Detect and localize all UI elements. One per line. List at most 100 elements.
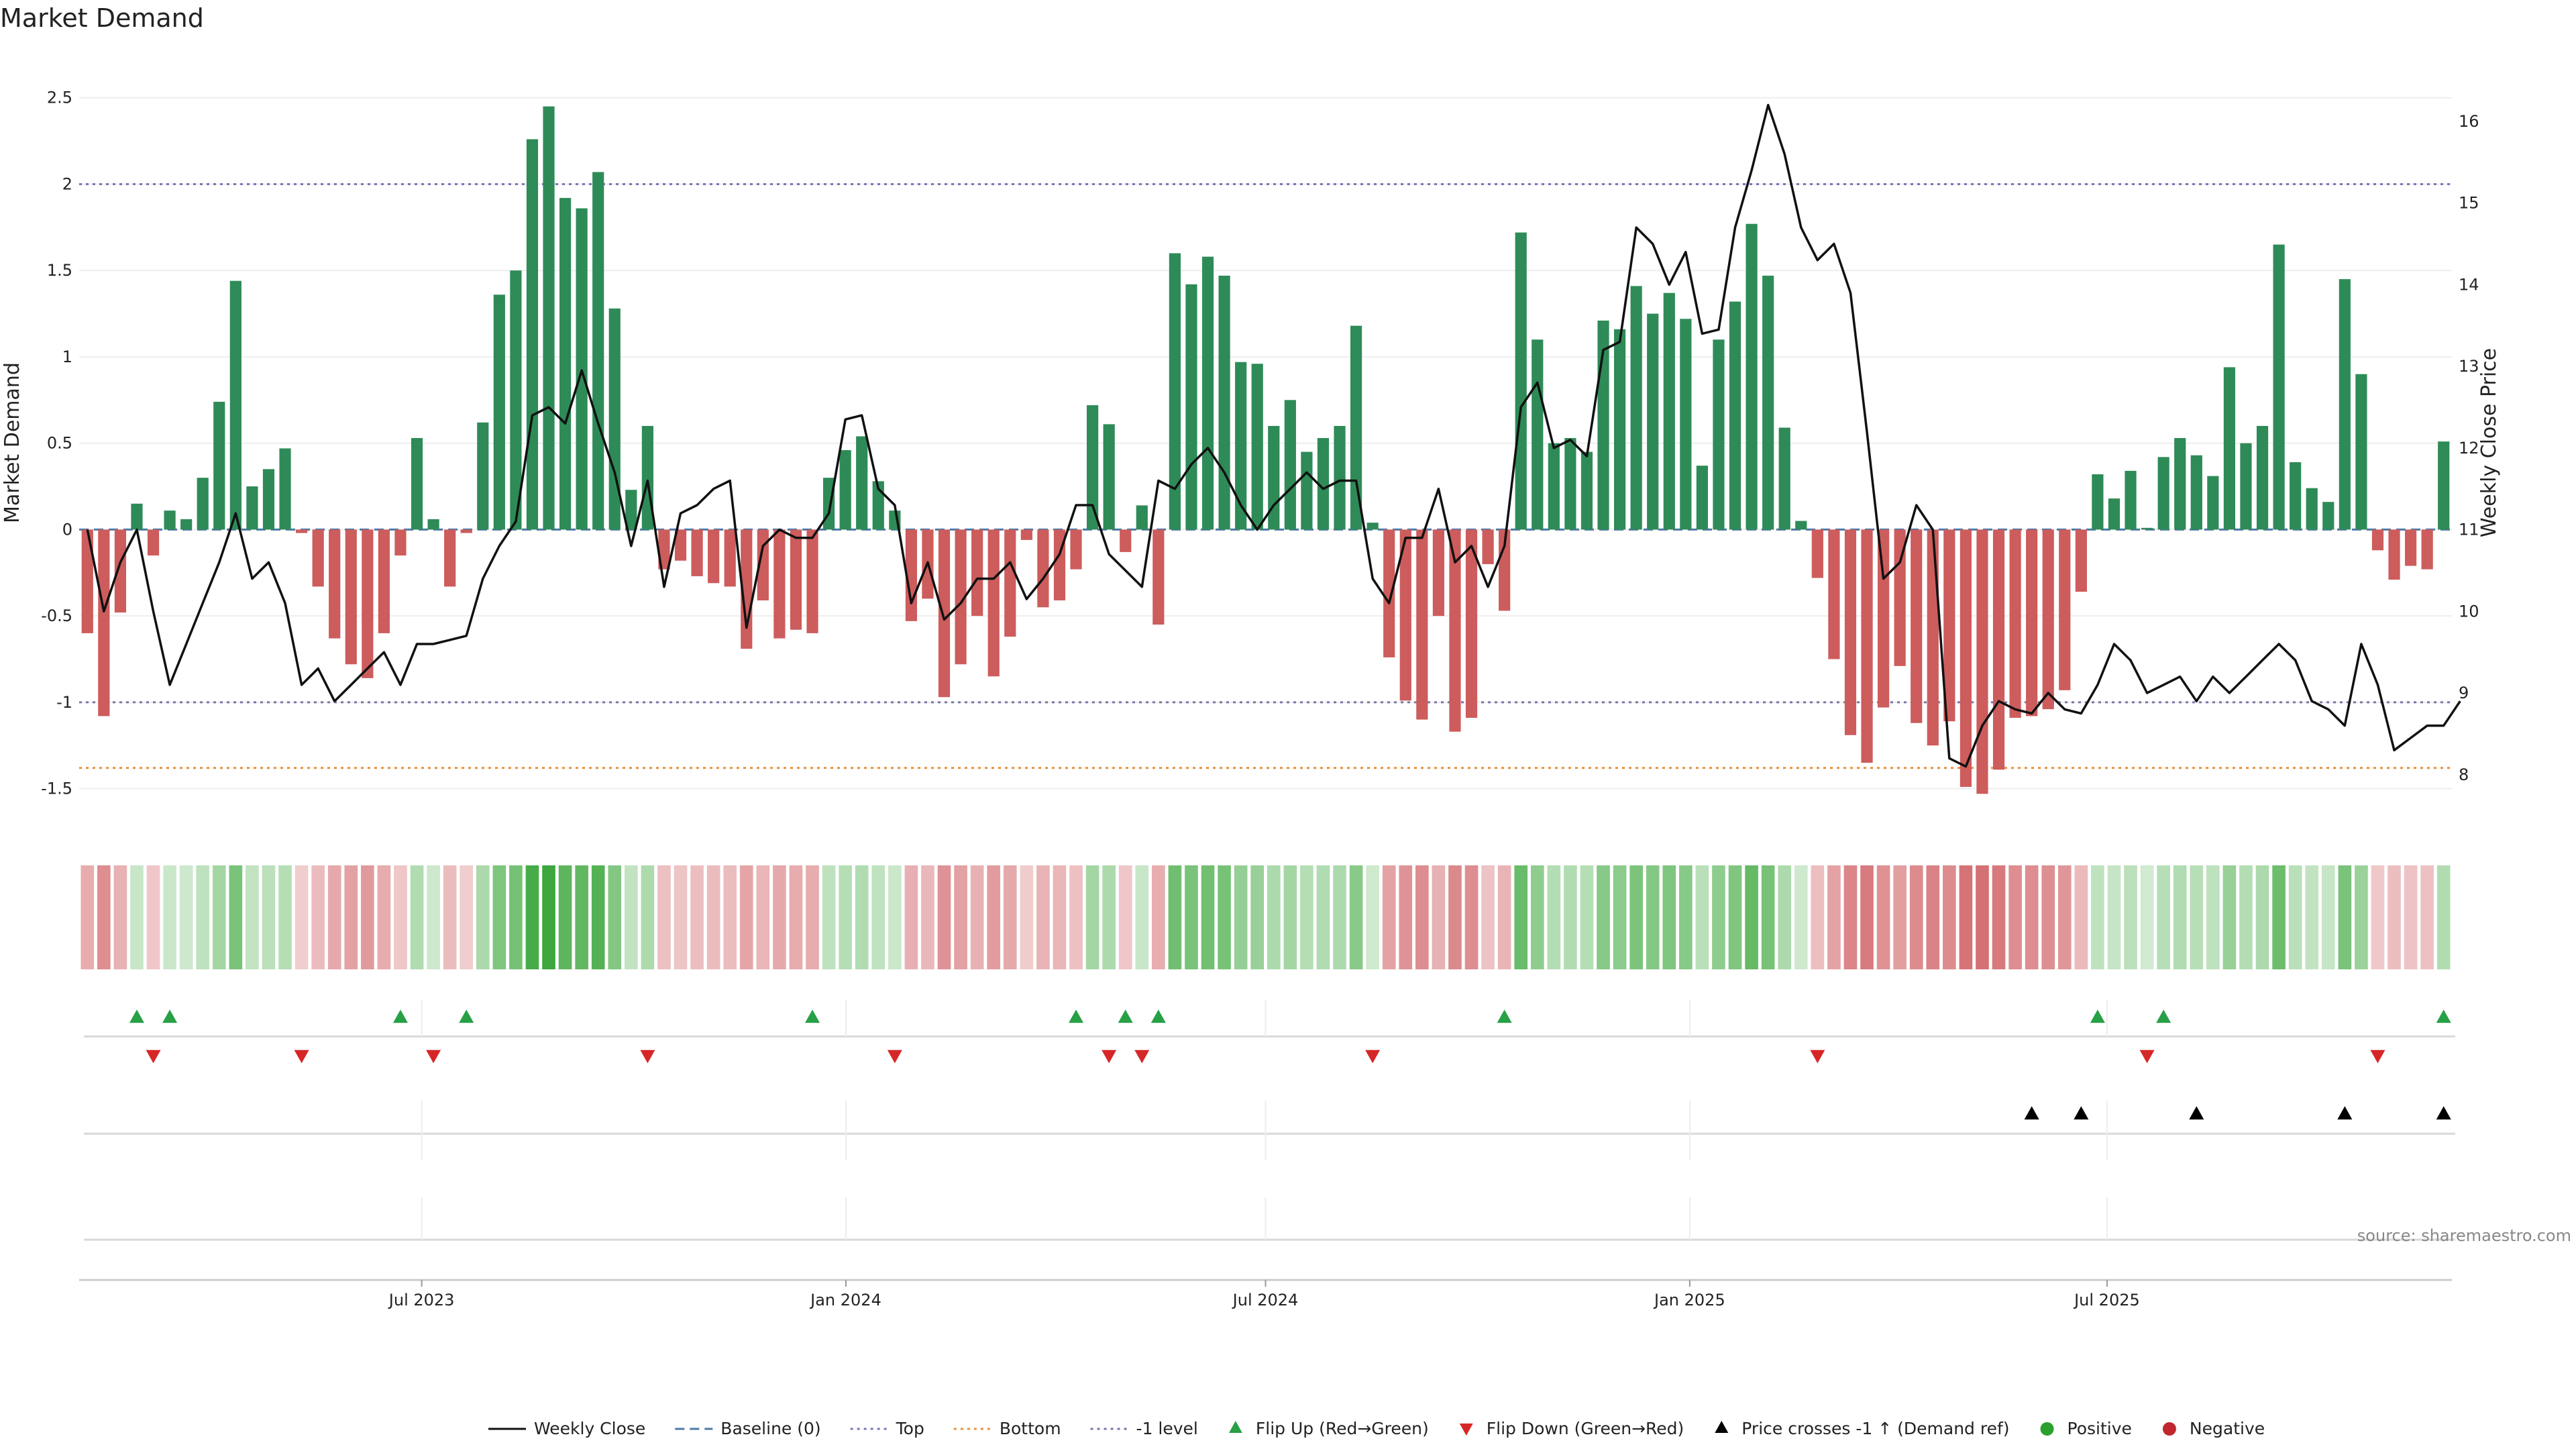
heat-cell [311, 865, 325, 969]
x-tick-label: Jul 2023 [388, 1291, 455, 1309]
heat-cell [591, 865, 605, 969]
heat-cell [641, 865, 655, 969]
legend-item-price_cross: Price crosses -1 ↑ (Demand ref) [1715, 1419, 2010, 1438]
flip-up-marker [1497, 1010, 1512, 1023]
heat-cell [1152, 865, 1165, 969]
heat-cell [1135, 865, 1149, 969]
demand-bar [1828, 529, 1840, 659]
demand-bar [2075, 529, 2087, 592]
demand-bar [2355, 374, 2367, 530]
demand-bar [2421, 529, 2433, 570]
heat-cell [690, 865, 704, 969]
demand-bar [2306, 488, 2318, 530]
demand-bar [444, 529, 456, 587]
demand-heat-strip [80, 865, 2451, 969]
heat-cell [1020, 865, 1034, 969]
heat-cell [1893, 865, 1907, 969]
axis-ticks: -1.5 -1 -0.5 0 0.5 1 1.5 2 2.5 8 9 10 11 12 13 14 15 16 [41, 89, 2479, 798]
flip-down-marker [640, 1050, 655, 1063]
demand-bar [938, 529, 951, 698]
heat-cell [509, 865, 523, 969]
heat-cell [377, 865, 391, 969]
heat-cell [954, 865, 967, 969]
demand-bar [1613, 329, 1626, 530]
heat-cell [492, 865, 506, 969]
heat-cell [2107, 865, 2121, 969]
y-tick-label: 2 [62, 174, 72, 193]
heat-cell [1382, 865, 1396, 969]
x-axis: Jul 2023 Jan 2024 Jul 2024 Jan 2025 Jul 2025 [79, 1000, 2452, 1309]
heat-cell [1234, 865, 1248, 969]
demand-bar [987, 529, 1000, 677]
flip-up-marker [2090, 1010, 2105, 1023]
heat-cell [706, 865, 720, 969]
heat-cell [1843, 865, 1858, 969]
heat-cell [1926, 865, 1940, 969]
demand-bar [526, 139, 539, 530]
heat-cell [1613, 865, 1627, 969]
legend-swatch [1459, 1424, 1473, 1436]
demand-bar [1235, 362, 1247, 530]
y-tick-label: -1.5 [41, 780, 72, 798]
heat-cell [1860, 865, 1874, 969]
heat-cell [1646, 865, 1660, 969]
heat-cell [1959, 865, 1973, 969]
demand-bar [1680, 319, 1692, 530]
heat-cell [2436, 865, 2451, 969]
heat-cell [1778, 865, 1792, 969]
demand-bar [2322, 502, 2334, 530]
demand-bar [691, 529, 703, 576]
demand-bar [757, 529, 769, 600]
demand-bar [1449, 529, 1461, 732]
flip-up-marker [129, 1010, 144, 1023]
heat-cell [2041, 865, 2055, 969]
demand-bar [2438, 441, 2450, 530]
grid-lines [79, 97, 2452, 790]
heat-cell [2157, 865, 2170, 969]
demand-bar [2059, 529, 2071, 690]
demand-bar [1762, 275, 1774, 530]
demand-bar [1070, 529, 1082, 570]
demand-bar [1004, 529, 1016, 637]
demand-bar [1778, 427, 1790, 530]
demand-bar [1037, 529, 1049, 608]
demand-bar [2223, 367, 2236, 530]
heat-cell [1728, 865, 1742, 969]
x-tick-label: Jan 2025 [1653, 1291, 1725, 1309]
y-tick-label: -1 [56, 693, 72, 712]
heat-cell [806, 865, 819, 969]
demand-bar [2339, 279, 2351, 530]
chart-title: Market Demand [0, 3, 204, 33]
flip-down-marker [146, 1050, 161, 1063]
demand-bar [971, 529, 983, 616]
demand-bar [2125, 470, 2137, 530]
demand-bar [1317, 437, 1330, 530]
heat-cell [2206, 865, 2220, 969]
legend-item-minus_one: -1 level [1090, 1419, 1198, 1438]
heat-cell [2124, 865, 2137, 969]
demand-bar [806, 529, 818, 633]
legend-label: Weekly Close [534, 1419, 645, 1438]
heat-cell [278, 865, 292, 969]
heat-cell [789, 865, 803, 969]
demand-bar [724, 529, 736, 587]
demand-bar [1696, 466, 1709, 530]
demand-bar [592, 172, 604, 530]
flip-up-marker [2156, 1010, 2171, 1023]
heat-cell [608, 865, 622, 969]
heat-cell [2387, 865, 2401, 969]
legend-item-negative: Negative [2162, 1419, 2265, 1438]
demand-bar [1515, 232, 1527, 530]
demand-bar [1432, 529, 1445, 616]
legend-label: Flip Down (Green→Red) [1487, 1419, 1684, 1438]
source-note: source: sharemaestro.com [2357, 1226, 2571, 1245]
heat-cell [1564, 865, 1577, 969]
demand-bar [1185, 284, 1197, 530]
demand-bar [839, 449, 851, 530]
demand-bar [708, 529, 720, 584]
demand-bar [362, 529, 374, 678]
heat-cell [2173, 865, 2187, 969]
demand-bar [1383, 529, 1395, 657]
y-tick-label: 0 [62, 520, 72, 539]
heat-cell [1794, 865, 1808, 969]
